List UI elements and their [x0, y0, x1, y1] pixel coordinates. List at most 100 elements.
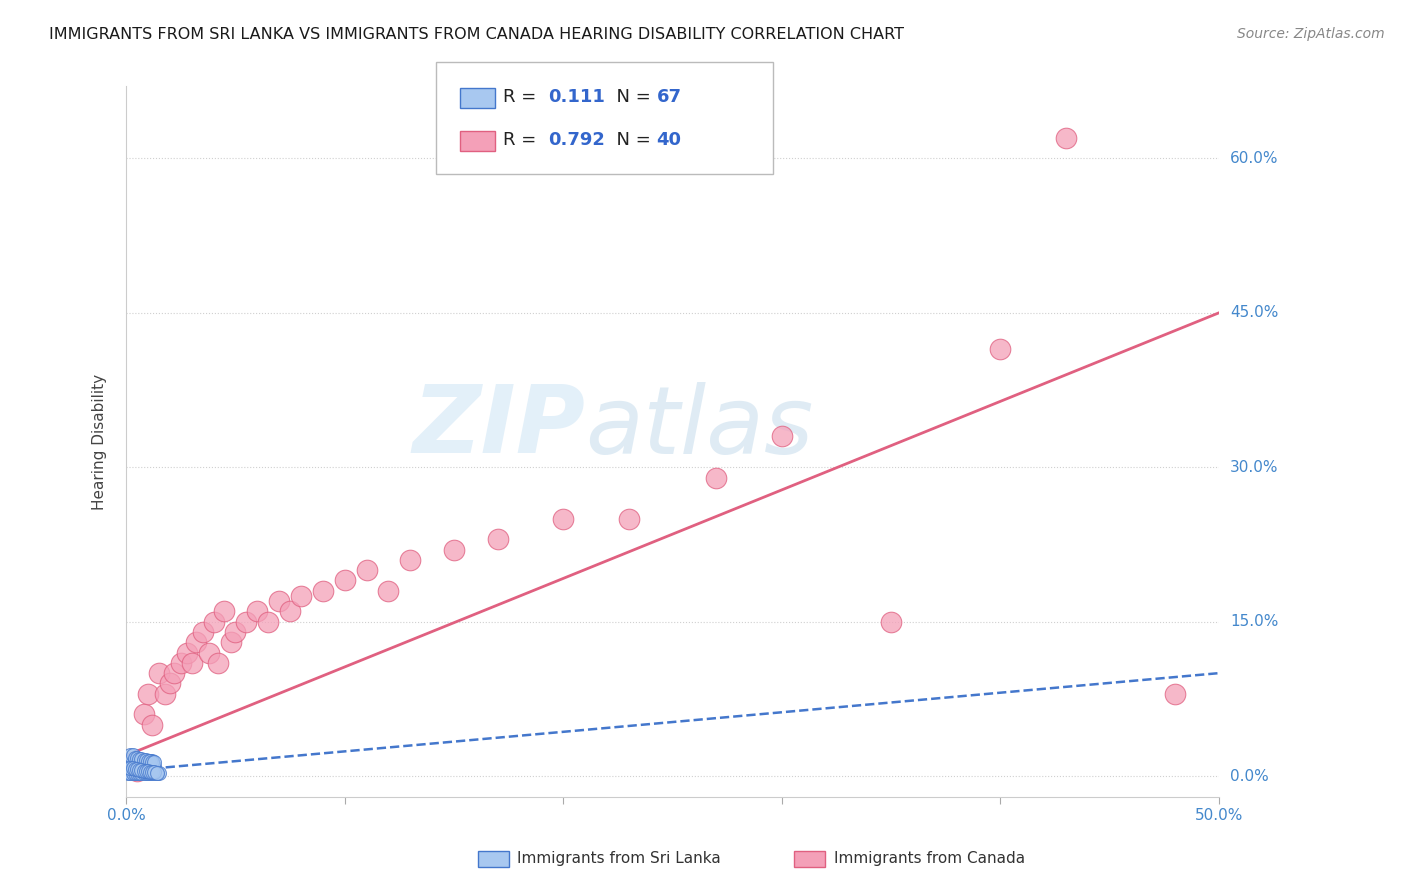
Point — [139, 759, 162, 773]
Point — [128, 754, 150, 768]
Point — [191, 624, 214, 639]
Point — [290, 589, 312, 603]
Point — [120, 764, 142, 778]
Point — [128, 759, 150, 773]
Point — [704, 470, 727, 484]
Point — [143, 759, 166, 773]
Text: N =: N = — [605, 88, 657, 106]
Point — [180, 656, 202, 670]
Point — [135, 766, 157, 780]
Point — [170, 656, 193, 670]
Point — [377, 583, 399, 598]
Point — [141, 764, 163, 779]
Point — [143, 766, 166, 780]
Point — [176, 646, 198, 660]
Point — [135, 764, 157, 778]
Point — [124, 759, 146, 773]
Point — [124, 754, 146, 768]
Point — [141, 754, 163, 768]
Point — [128, 766, 150, 780]
Point — [132, 759, 155, 773]
Text: Source: ZipAtlas.com: Source: ZipAtlas.com — [1237, 27, 1385, 41]
Point — [159, 676, 181, 690]
Point — [136, 759, 159, 773]
Point — [131, 766, 153, 780]
Text: 0.792: 0.792 — [548, 131, 605, 149]
Point — [235, 615, 257, 629]
Point — [143, 755, 166, 769]
Point — [135, 759, 157, 773]
Point — [312, 583, 335, 598]
Point — [139, 754, 162, 768]
Point — [880, 615, 903, 629]
Point — [132, 753, 155, 767]
Point — [136, 687, 159, 701]
Point — [120, 748, 142, 763]
Point — [132, 766, 155, 780]
Point — [131, 751, 153, 765]
Point — [139, 754, 162, 768]
Point — [125, 754, 148, 768]
Point — [121, 766, 143, 780]
Point — [214, 604, 236, 618]
Point — [219, 635, 242, 649]
Text: 0.111: 0.111 — [548, 88, 605, 106]
Point — [125, 759, 148, 773]
Point — [120, 766, 142, 780]
Point — [132, 754, 155, 768]
Point — [121, 748, 143, 763]
Point — [184, 635, 207, 649]
Text: atlas: atlas — [585, 382, 813, 473]
Point — [207, 656, 229, 670]
Point — [770, 429, 793, 443]
Point — [131, 759, 153, 773]
Point — [136, 754, 159, 768]
Point — [617, 512, 640, 526]
Point — [443, 542, 465, 557]
Text: 67: 67 — [657, 88, 682, 106]
Point — [125, 750, 148, 764]
Point — [139, 766, 162, 780]
Text: 30.0%: 30.0% — [1230, 459, 1278, 475]
Point — [224, 624, 246, 639]
Point — [136, 764, 159, 778]
Point — [143, 764, 166, 779]
Text: R =: R = — [503, 131, 543, 149]
Point — [1054, 131, 1077, 145]
Text: 15.0%: 15.0% — [1230, 615, 1278, 629]
Point — [117, 766, 139, 780]
Point — [125, 766, 148, 780]
Point — [120, 759, 142, 773]
Text: 60.0%: 60.0% — [1230, 151, 1278, 166]
Point — [356, 563, 378, 577]
Text: N =: N = — [605, 131, 657, 149]
Point — [553, 512, 575, 526]
Point — [131, 754, 153, 768]
Point — [121, 759, 143, 773]
Point — [399, 553, 422, 567]
Text: IMMIGRANTS FROM SRI LANKA VS IMMIGRANTS FROM CANADA HEARING DISABILITY CORRELATI: IMMIGRANTS FROM SRI LANKA VS IMMIGRANTS … — [49, 27, 904, 42]
Point — [125, 762, 148, 776]
Point — [1164, 687, 1187, 701]
Point — [198, 646, 221, 660]
Point — [135, 754, 157, 768]
Point — [141, 717, 163, 731]
Point — [128, 763, 150, 777]
Point — [135, 753, 157, 767]
Point — [257, 615, 280, 629]
Point — [202, 615, 225, 629]
Point — [148, 666, 170, 681]
Point — [155, 687, 177, 701]
Y-axis label: Hearing Disability: Hearing Disability — [93, 374, 107, 509]
Text: ZIP: ZIP — [412, 381, 585, 474]
Text: 40: 40 — [657, 131, 682, 149]
Point — [163, 666, 186, 681]
Point — [132, 707, 155, 722]
Point — [136, 766, 159, 780]
Point — [145, 766, 167, 780]
Point — [121, 764, 143, 778]
Point — [139, 764, 162, 779]
Point — [136, 754, 159, 768]
Point — [333, 574, 356, 588]
Text: 0.0%: 0.0% — [1230, 769, 1268, 783]
